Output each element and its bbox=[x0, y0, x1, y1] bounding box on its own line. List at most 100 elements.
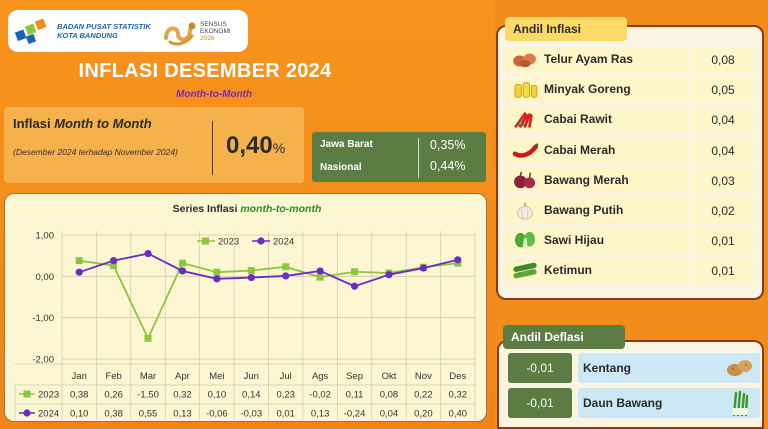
bird-chili-icon bbox=[514, 112, 533, 129]
page-subtitle: Month-to-Month bbox=[176, 89, 253, 100]
commodity-name: Cabai Rawit bbox=[544, 112, 613, 127]
data-point-2024 bbox=[213, 275, 221, 283]
deflasi-commodity-name: Daun Bawang bbox=[583, 396, 663, 410]
data-label-2023: 0,08 bbox=[380, 390, 399, 401]
data-point-2023 bbox=[316, 273, 324, 281]
eggs-icon bbox=[513, 53, 536, 68]
commodity-andil-value: 0,05 bbox=[692, 77, 754, 104]
commodity-andil-value: 0,04 bbox=[692, 107, 754, 134]
deflasi-andil-value: -0,01 bbox=[508, 388, 572, 418]
table-legend-circle bbox=[23, 409, 31, 417]
x-tick-label: Nov bbox=[415, 371, 432, 382]
chart-title: Series Inflasi month-to-month bbox=[173, 203, 322, 215]
x-tick-label: Jan bbox=[72, 371, 87, 382]
legend-circle-marker bbox=[257, 237, 265, 245]
mtm-label-em: Month to Month bbox=[54, 116, 152, 131]
data-label-2024: 0,38 bbox=[104, 409, 123, 420]
data-label-2023: 0,38 bbox=[70, 390, 89, 401]
data-point-2023 bbox=[110, 262, 118, 270]
region-name-nasional: Nasional bbox=[320, 162, 362, 173]
x-tick-label: Jul bbox=[280, 371, 292, 382]
red-chili-icon bbox=[512, 142, 539, 158]
data-label-2023: 0,10 bbox=[208, 390, 227, 401]
x-tick-label: Ags bbox=[312, 371, 329, 382]
data-label-2024: -0,03 bbox=[240, 409, 262, 420]
mtm-label-prefix: Inflasi bbox=[13, 116, 55, 131]
data-point-2023 bbox=[213, 268, 221, 276]
commodity-cell: Sawi Hijau bbox=[504, 228, 689, 255]
data-point-2024 bbox=[385, 271, 393, 279]
data-label-2023: 0,22 bbox=[414, 390, 433, 401]
legend-label: 2023 bbox=[218, 237, 239, 248]
data-label-2024: 0,20 bbox=[414, 409, 433, 420]
bps-name-line2: KOTA BANDUNG bbox=[57, 31, 118, 40]
andil-deflasi-title: Andil Deflasi bbox=[503, 325, 625, 349]
deflasi-commodity-cell: Kentang bbox=[578, 353, 760, 383]
table-series-label: 2024 bbox=[38, 409, 59, 420]
sensus-line1: SENSUS bbox=[200, 21, 227, 28]
region-divider bbox=[418, 138, 419, 178]
data-point-2023 bbox=[75, 257, 83, 265]
x-tick-label: Sep bbox=[346, 371, 363, 382]
mtm-label: Inflasi Month to Month bbox=[13, 116, 152, 131]
region-comparison-box bbox=[312, 132, 486, 182]
deflasi-commodity-cell: Daun Bawang bbox=[578, 388, 760, 418]
data-label-2024: 0,40 bbox=[449, 409, 468, 420]
commodity-cell: Cabai Rawit bbox=[504, 107, 689, 134]
series-chart-panel: Series Inflasi month-to-month 1,00 0,00 -1… bbox=[4, 193, 487, 422]
commodity-cell: Bawang Merah bbox=[504, 167, 689, 194]
data-point-2024 bbox=[419, 264, 427, 272]
andil-inflasi-title: Andil Inflasi bbox=[505, 17, 627, 41]
chart-title-em: month-to-month bbox=[240, 203, 321, 215]
data-point-2024 bbox=[110, 257, 118, 265]
x-tick-label: Jun bbox=[244, 371, 259, 382]
chart-title-prefix: Series Inflasi bbox=[173, 203, 241, 215]
data-point-2023 bbox=[351, 268, 359, 276]
data-point-2024 bbox=[454, 256, 462, 264]
series-chart: Series Inflasi month-to-month 1,00 0,00 -1… bbox=[14, 203, 476, 420]
data-label-2024: 0,01 bbox=[276, 409, 295, 420]
cooking-oil-icon bbox=[514, 82, 538, 98]
series-line-2023 bbox=[79, 259, 458, 341]
data-label-2024: -0,06 bbox=[206, 409, 228, 420]
data-point-2024 bbox=[75, 268, 83, 276]
commodity-name: Telur Ayam Ras bbox=[544, 52, 633, 66]
data-label-2024: -0,24 bbox=[344, 409, 366, 420]
data-label-2024: 0,55 bbox=[139, 409, 158, 420]
data-point-2024 bbox=[247, 273, 255, 282]
sensus-ekonomi-name: SENSUS EKONOMI 2026 bbox=[200, 21, 231, 42]
data-label-2023: -0,02 bbox=[309, 390, 331, 401]
x-tick-label: Okt bbox=[382, 371, 397, 382]
mtm-value-number: 0,40 bbox=[226, 132, 273, 159]
commodity-name: Bawang Putih bbox=[544, 203, 624, 217]
chart-data-table: Jan Feb Mar Apr Mei Jun Jul Ags Sep Okt Nov Des 2023… bbox=[19, 371, 467, 420]
x-tick-label: Mar bbox=[140, 371, 156, 382]
data-label-2024: 0,13 bbox=[173, 409, 192, 420]
data-label-2023: 0,32 bbox=[173, 390, 192, 401]
region-value-jabar: 0,35% bbox=[430, 138, 466, 152]
commodity-andil-value: 0,03 bbox=[692, 167, 754, 194]
commodity-andil-value: 0,04 bbox=[692, 137, 754, 164]
data-point-2023 bbox=[144, 334, 152, 342]
commodity-cell: Cabai Merah bbox=[504, 137, 689, 164]
commodity-name: Ketimun bbox=[544, 263, 592, 278]
sensus-line3: 2026 bbox=[200, 35, 215, 42]
cucumber-icon bbox=[513, 263, 537, 279]
data-label-2024: 0,13 bbox=[311, 409, 330, 420]
commodity-name: Cabai Merah bbox=[544, 142, 616, 157]
commodity-cell: Bawang Putih bbox=[504, 198, 689, 224]
legend-square-marker bbox=[202, 237, 209, 245]
commodity-andil-value: 0,02 bbox=[692, 198, 754, 224]
legend-label: 2024 bbox=[273, 237, 294, 248]
chart-legend: 2023 2024 bbox=[197, 237, 294, 248]
sensus-line2: EKONOMI bbox=[200, 28, 231, 35]
commodity-andil-value: 0,08 bbox=[692, 47, 754, 73]
sensus-ekonomi-logo-icon bbox=[164, 22, 196, 46]
shallot-icon bbox=[514, 171, 535, 189]
bps-name-line1: BADAN PUSAT STATISTIK bbox=[57, 22, 151, 31]
data-label-2024: 0,10 bbox=[70, 409, 89, 420]
mtm-value: 0,40% bbox=[226, 132, 285, 160]
data-point-2024 bbox=[178, 267, 187, 275]
commodity-name: Minyak Goreng bbox=[544, 82, 631, 97]
